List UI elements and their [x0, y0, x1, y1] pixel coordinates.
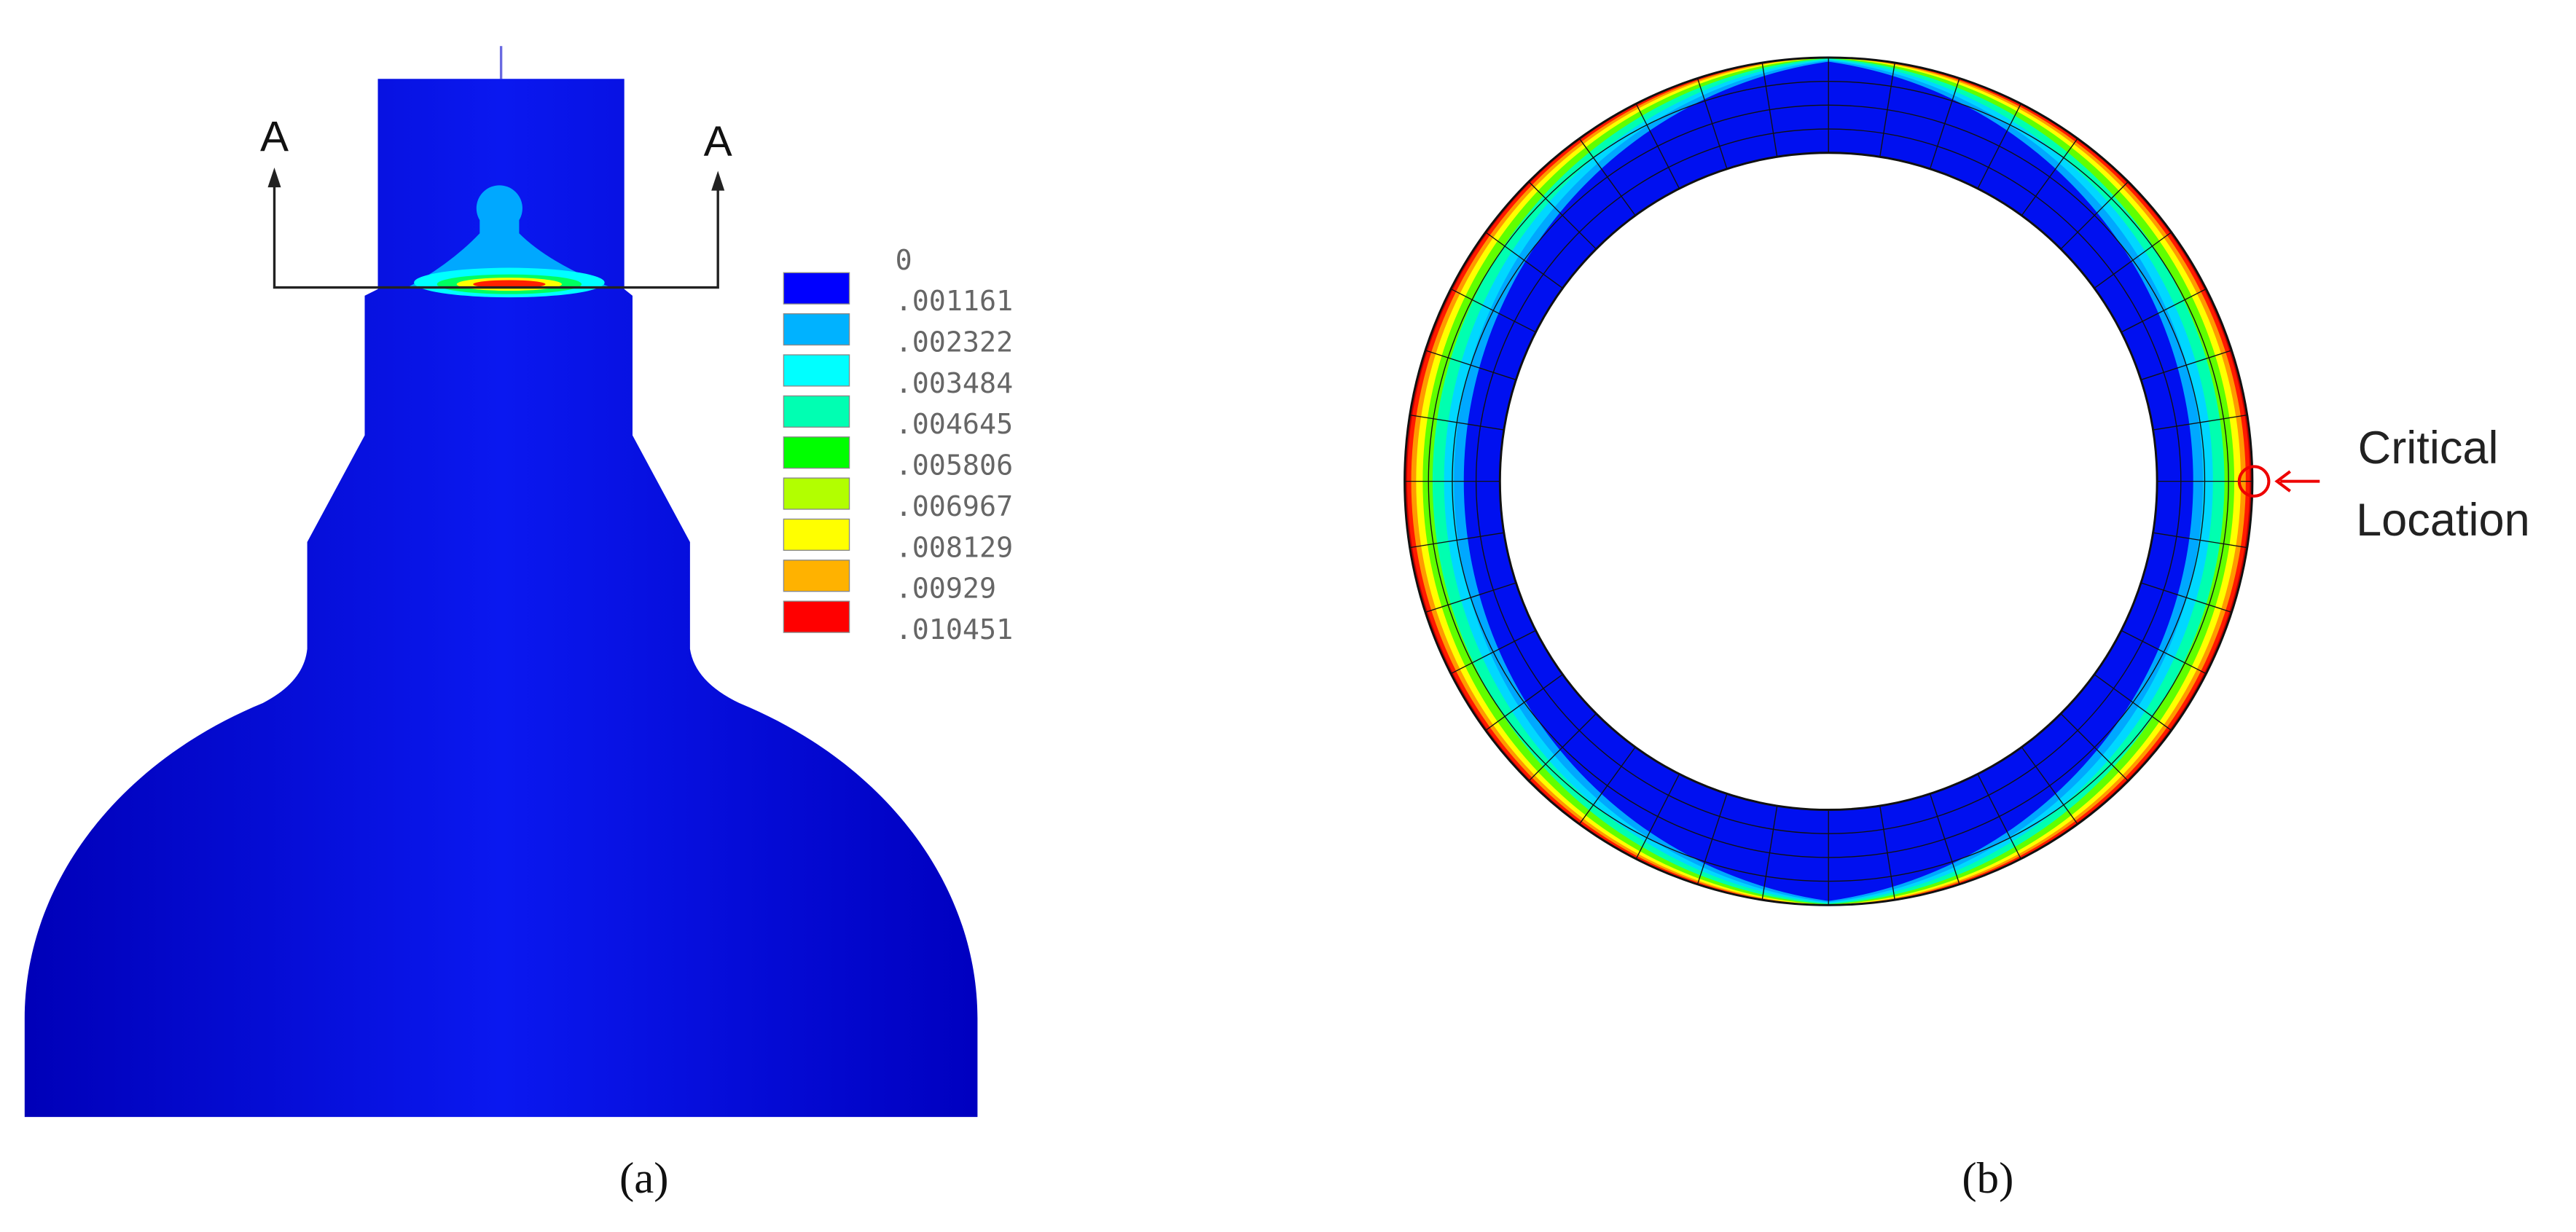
section-label: A — [260, 113, 289, 160]
legend-label: .002322 — [896, 326, 1013, 359]
legend-swatch — [783, 477, 850, 510]
mesh-ring — [1428, 80, 2229, 882]
legend-label: .010451 — [896, 613, 1013, 646]
ring-edge — [1498, 152, 2158, 811]
legend-swatch — [783, 313, 850, 346]
panel-a: A A 0 .001161 .002322 .003484 .004645 .005806… — [24, 46, 1013, 1203]
caption: (a) — [619, 1154, 669, 1203]
legend-label: .001161 — [896, 285, 1013, 318]
legend-label: .006967 — [896, 490, 1013, 523]
marker-arrowhead — [2274, 470, 2291, 493]
caption: (b) — [1962, 1154, 2013, 1203]
legend-swatch — [783, 395, 850, 428]
legend-swatch — [783, 272, 850, 305]
legend-swatch — [783, 518, 850, 551]
arrowhead — [711, 170, 725, 191]
legend: 0 .001161 .002322 .003484 .004645 .005806 .006… — [783, 244, 1013, 646]
mesh-ring — [1475, 128, 2182, 834]
band — [1416, 57, 2242, 906]
legend-label: .008129 — [896, 531, 1013, 564]
arrowhead — [267, 168, 281, 188]
legend-label: 0 — [896, 244, 912, 277]
stress-band — [1416, 57, 2242, 906]
legend-swatch — [783, 600, 850, 633]
legend-swatch — [783, 560, 850, 592]
legend-label: .003484 — [896, 367, 1013, 400]
section-label: A — [704, 118, 732, 165]
legend-swatch — [783, 354, 850, 387]
stress-contour — [407, 185, 611, 288]
ring-edge — [1404, 56, 2254, 906]
legend-swatch — [783, 436, 850, 469]
legend-label: .005806 — [896, 450, 1013, 482]
marker-circle — [2237, 465, 2271, 498]
legend-label: .004645 — [896, 408, 1013, 441]
component-body — [24, 79, 978, 1118]
panel-b — [1404, 56, 2254, 906]
band — [1422, 57, 2235, 906]
legend-label: .00929 — [896, 573, 996, 605]
annotation: Critical — [2358, 423, 2499, 474]
section-line — [273, 181, 719, 289]
mesh-ring — [1452, 104, 2206, 858]
critical-marker: Critical Location — [2237, 423, 2530, 546]
stress-band — [1422, 57, 2235, 906]
annotation: Location — [2356, 495, 2530, 546]
